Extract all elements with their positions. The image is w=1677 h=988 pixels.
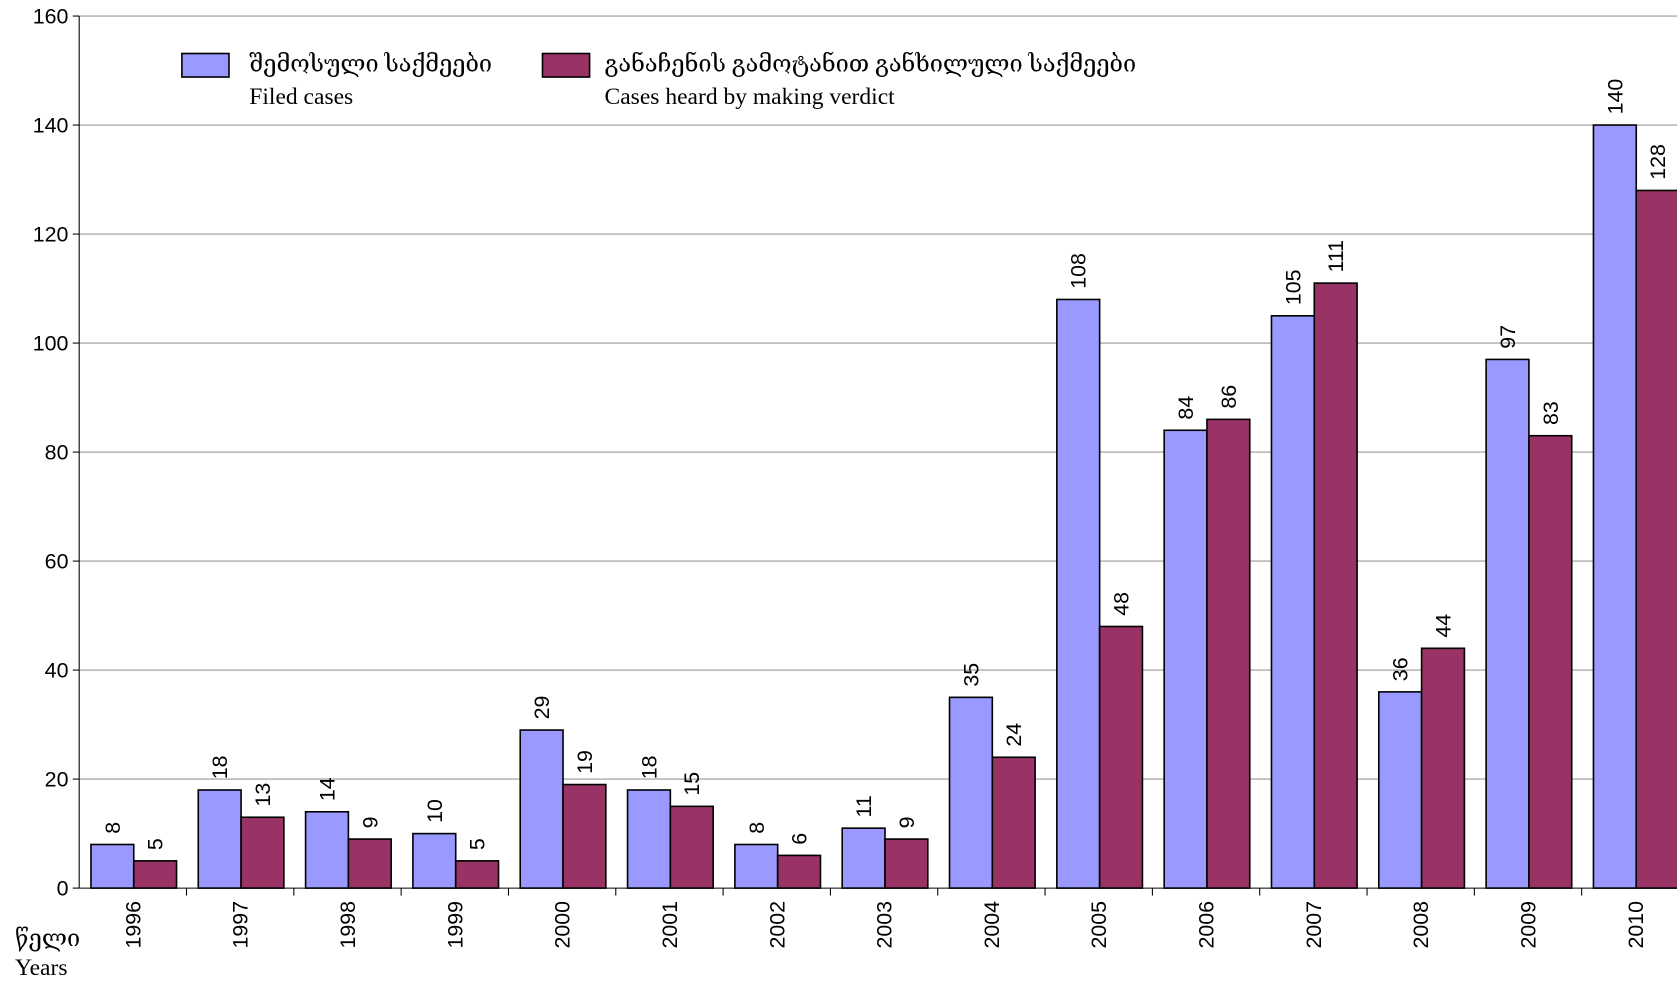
bar — [1592, 124, 1638, 889]
y-tick-label: 40 — [45, 659, 69, 683]
y-tick-label: 120 — [33, 223, 69, 247]
bar — [1420, 647, 1466, 889]
data-label: 6 — [788, 833, 812, 845]
bar — [1635, 189, 1677, 889]
x-tick-label: 1996 — [121, 901, 145, 949]
data-label: 18 — [208, 755, 232, 779]
x-tick-label: 2003 — [873, 901, 897, 949]
data-label: 19 — [573, 750, 597, 774]
bar — [1056, 298, 1101, 889]
bar — [132, 860, 178, 889]
data-label: 83 — [1539, 401, 1563, 425]
x-tick-label: 1999 — [443, 901, 467, 949]
bar — [562, 783, 607, 889]
x-tick-label: 1998 — [336, 901, 360, 949]
data-label: 5 — [466, 838, 490, 850]
bar — [1377, 691, 1423, 889]
bar — [304, 810, 350, 889]
bar — [1485, 358, 1530, 889]
data-label: 105 — [1281, 269, 1305, 305]
bar — [734, 843, 779, 889]
data-label: 13 — [251, 783, 275, 807]
bar — [991, 756, 1036, 889]
y-tick-label: 0 — [57, 877, 69, 901]
data-label: 108 — [1067, 253, 1091, 289]
y-tick-label: 140 — [33, 114, 69, 138]
bar — [776, 854, 822, 889]
legend-swatch — [541, 52, 591, 78]
x-tick-label: 2004 — [980, 901, 1004, 949]
data-label: 5 — [144, 838, 168, 850]
data-label: 140 — [1603, 79, 1627, 115]
bar — [884, 838, 929, 889]
x-tick-label: 2008 — [1409, 901, 1433, 949]
x-axis-label: წელი — [15, 926, 80, 952]
data-label: 24 — [1002, 723, 1026, 747]
y-tick-label: 60 — [45, 550, 69, 574]
data-label: 8 — [101, 822, 125, 834]
x-tick-label: 2009 — [1517, 901, 1541, 949]
bar — [1206, 418, 1251, 889]
data-label: 10 — [423, 799, 447, 823]
bar — [1313, 282, 1358, 889]
bar — [240, 816, 285, 889]
x-tick-label: 2001 — [658, 901, 682, 949]
x-axis-label-en: Years — [15, 955, 68, 981]
x-tick-label: 2006 — [1195, 901, 1219, 949]
x-tick-label: 2010 — [1624, 901, 1648, 949]
data-label: 15 — [680, 772, 704, 796]
x-tick-label: 2007 — [1302, 901, 1326, 949]
x-tick-label: 2002 — [765, 901, 789, 949]
data-label: 9 — [358, 816, 382, 828]
bar — [626, 789, 672, 889]
y-tick-label: 80 — [45, 441, 69, 465]
data-label: 86 — [1217, 385, 1241, 409]
y-tick-label: 100 — [33, 332, 69, 356]
data-label: 128 — [1646, 144, 1670, 180]
data-label: 29 — [530, 696, 554, 720]
bar — [90, 843, 135, 889]
data-label: 36 — [1389, 657, 1413, 681]
x-tick-label: 2005 — [1087, 901, 1111, 949]
bar — [1163, 429, 1208, 889]
legend-swatch — [181, 52, 230, 78]
bar — [519, 729, 564, 889]
data-label: 97 — [1496, 325, 1520, 349]
legend-label-en: Cases heard by making verdict — [605, 84, 896, 110]
bar — [1528, 434, 1573, 889]
data-label: 11 — [852, 795, 876, 817]
bar — [347, 838, 392, 889]
data-label: 35 — [959, 663, 983, 687]
data-label: 18 — [637, 755, 661, 779]
plot: წელი Years 02040608010012014016019968519… — [15, 5, 1677, 981]
data-label: 8 — [745, 822, 769, 834]
y-tick-label: 160 — [33, 5, 69, 29]
bar — [841, 827, 886, 889]
bar — [454, 860, 500, 889]
bar — [1098, 625, 1144, 889]
bar — [412, 832, 457, 889]
bar — [948, 696, 994, 889]
bar — [197, 789, 242, 889]
data-label: 84 — [1174, 396, 1198, 420]
data-label: 111 — [1324, 240, 1348, 273]
data-label: 48 — [1110, 592, 1134, 616]
data-label: 9 — [895, 816, 919, 828]
x-tick-label: 2000 — [551, 901, 575, 949]
bar — [669, 805, 714, 889]
bar — [1270, 315, 1316, 889]
data-label: 44 — [1431, 614, 1455, 638]
legend-label-en: Filed cases — [249, 84, 353, 110]
legend-label: შემოსული საქმეები — [249, 52, 492, 78]
y-tick-label: 20 — [45, 768, 69, 792]
legend-label: განაჩენის გამოტანით განხილული საქმეები — [605, 51, 1137, 78]
x-tick-label: 1997 — [229, 901, 253, 949]
data-label: 14 — [315, 777, 339, 801]
